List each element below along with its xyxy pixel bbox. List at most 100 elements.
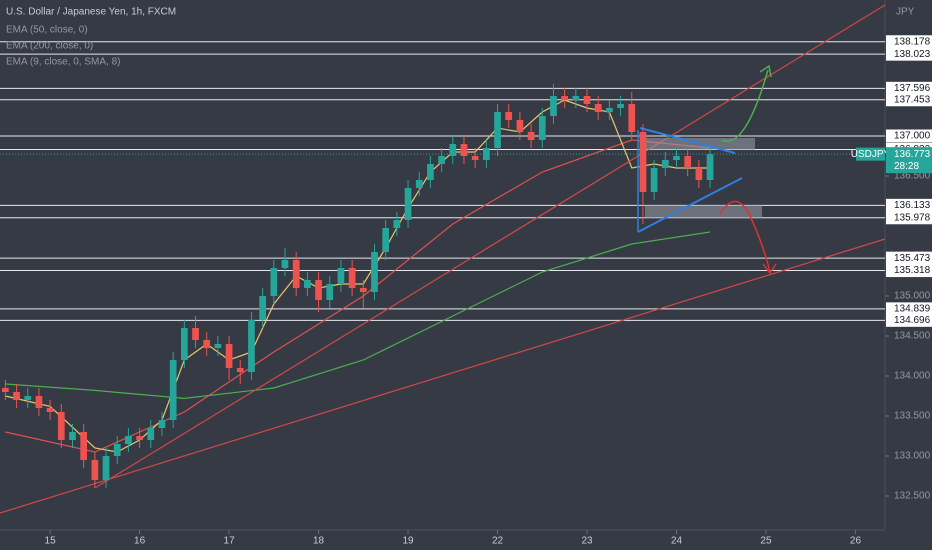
y-tick-label: 132.500 (894, 491, 931, 502)
candle-body (46, 408, 54, 412)
arrow-down (719, 200, 771, 273)
legend-entry: EMA (200, close, 0) (6, 41, 93, 52)
x-tick-label: 15 (45, 536, 57, 547)
candle-body (516, 120, 524, 132)
candle-body (259, 296, 266, 320)
y-tick-label: 134.000 (894, 371, 931, 382)
level-label: 135.318 (894, 265, 931, 276)
level-label: 135.978 (894, 212, 931, 223)
trend-line (0, 238, 886, 514)
candle-body (650, 168, 658, 192)
candle-body (91, 460, 99, 480)
candle-body (628, 104, 636, 132)
price-label: 136.773 (894, 149, 931, 160)
level-box (886, 264, 932, 278)
candle-body (292, 260, 300, 288)
candle-body (214, 344, 222, 348)
level-label: 137.000 (894, 131, 931, 142)
level-label: 134.839 (894, 304, 931, 315)
level-label: 135.473 (894, 253, 931, 264)
candle-body (113, 444, 121, 456)
candle-body (494, 112, 501, 148)
candle-body (158, 420, 166, 428)
candle-body (460, 144, 468, 156)
candle-body (382, 228, 390, 252)
candle-body (393, 220, 401, 228)
chart-title: U.S. Dollar / Japanese Yen, 1h, FXCM (6, 7, 176, 18)
level-label: 134.696 (894, 315, 931, 326)
candle-body (706, 154, 714, 180)
candle-body (538, 116, 546, 140)
candle-body (248, 320, 255, 372)
level-box (886, 302, 932, 316)
unit-label: JPY (896, 7, 915, 18)
arrow-up (721, 69, 769, 142)
candle-body (169, 360, 177, 420)
candle-body (337, 268, 345, 284)
triangle-line (639, 127, 736, 154)
candle-body (69, 432, 76, 440)
x-tick-label: 26 (850, 536, 862, 547)
level-box (886, 93, 932, 107)
candles (2, 84, 714, 488)
timer-label: 28:28 (894, 161, 919, 172)
level-box (886, 313, 932, 327)
candle-body (13, 392, 20, 400)
candle-body (617, 104, 624, 108)
candle-body (639, 132, 647, 192)
candle-body (438, 156, 445, 164)
symbol-label: USDJPY (851, 149, 891, 160)
arrow-head (762, 263, 777, 275)
legend-entry: EMA (50, close, 0) (6, 25, 88, 36)
candle-body (606, 108, 613, 112)
candle-body (136, 436, 143, 440)
candle-body (404, 188, 412, 220)
candle-body (80, 432, 88, 460)
ema-line (5, 231, 711, 400)
drawings (0, 4, 886, 514)
y-tick-label: 133.500 (894, 411, 931, 422)
candle-body (527, 132, 535, 140)
level-box (886, 81, 932, 95)
level-box (886, 47, 932, 61)
x-tick-label: 19 (402, 536, 414, 547)
x-tick-label: 18 (313, 536, 325, 547)
x-tick-label: 23 (581, 536, 593, 547)
candle-body (24, 396, 32, 400)
legend-entry: EMA (9, close, 0, SMA, 8) (6, 57, 120, 68)
candle-body (572, 96, 580, 100)
candle-body (695, 168, 703, 180)
candle-body (673, 156, 680, 160)
candle-body (315, 280, 322, 300)
y-tick-label: 135.000 (894, 291, 931, 302)
x-tick-label: 22 (492, 536, 504, 547)
candle-body (57, 412, 65, 440)
price-box (886, 147, 932, 174)
candle-body (561, 96, 569, 100)
candle-body (203, 340, 211, 348)
level-box (886, 35, 932, 49)
zone (645, 205, 762, 218)
candle-body (505, 112, 513, 120)
candle-body (281, 260, 289, 268)
candle-body (2, 388, 9, 392)
level-box (886, 129, 932, 143)
level-box (886, 198, 932, 212)
candle-body (304, 280, 311, 288)
level-label: 138.178 (894, 36, 931, 47)
level-label: 137.596 (894, 83, 931, 94)
candle-body (449, 144, 457, 156)
y-tick-label: 133.000 (894, 451, 931, 462)
candle-body (684, 156, 692, 168)
arrow-head (759, 64, 772, 78)
trend-line (94, 4, 886, 489)
candle-body (102, 456, 110, 480)
candle-body (192, 328, 199, 340)
candle-body (371, 252, 378, 292)
candle-body (359, 288, 367, 292)
candle-body (236, 368, 244, 372)
x-tick-label: 25 (760, 536, 772, 547)
candle-body (125, 436, 132, 444)
